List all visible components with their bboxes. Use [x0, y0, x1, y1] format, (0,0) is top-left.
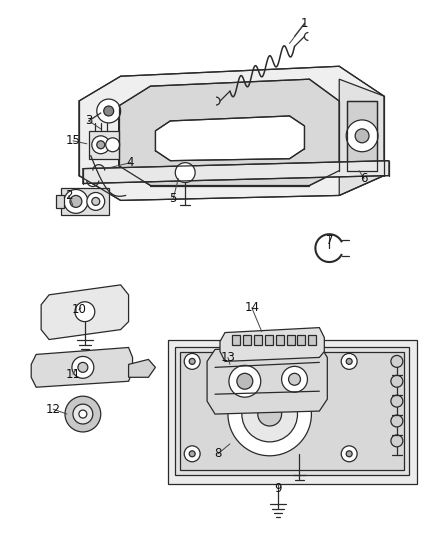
Text: 5: 5 — [170, 192, 177, 205]
Polygon shape — [31, 348, 133, 387]
Polygon shape — [79, 66, 384, 200]
Circle shape — [258, 402, 282, 426]
Circle shape — [346, 120, 378, 152]
Circle shape — [92, 197, 100, 205]
Circle shape — [242, 386, 297, 442]
Circle shape — [391, 356, 403, 367]
Polygon shape — [155, 116, 304, 160]
Circle shape — [237, 373, 253, 389]
Circle shape — [65, 396, 101, 432]
Circle shape — [97, 99, 120, 123]
Text: 10: 10 — [71, 303, 86, 316]
Polygon shape — [61, 189, 109, 215]
Circle shape — [97, 141, 105, 149]
Bar — [254, 335, 262, 344]
Bar — [265, 335, 273, 344]
Circle shape — [341, 353, 357, 369]
Text: 1: 1 — [301, 17, 308, 30]
Bar — [180, 352, 404, 470]
Circle shape — [391, 375, 403, 387]
Text: 13: 13 — [220, 351, 235, 364]
Polygon shape — [56, 196, 64, 208]
Circle shape — [70, 196, 82, 207]
Bar — [286, 335, 294, 344]
Circle shape — [391, 395, 403, 407]
Circle shape — [184, 446, 200, 462]
Bar — [175, 348, 409, 475]
Circle shape — [189, 358, 195, 365]
Circle shape — [72, 357, 94, 378]
Polygon shape — [89, 131, 119, 159]
Polygon shape — [41, 285, 129, 340]
Text: 2: 2 — [65, 189, 73, 202]
Circle shape — [289, 373, 300, 385]
Text: 11: 11 — [65, 368, 81, 381]
Polygon shape — [207, 344, 327, 414]
Bar — [168, 340, 417, 483]
Circle shape — [87, 192, 105, 211]
Text: 7: 7 — [325, 233, 333, 247]
Circle shape — [282, 366, 307, 392]
Polygon shape — [220, 328, 324, 361]
Circle shape — [64, 190, 88, 213]
Text: 6: 6 — [360, 172, 368, 185]
Circle shape — [106, 138, 120, 152]
Circle shape — [78, 362, 88, 373]
Circle shape — [391, 415, 403, 427]
Text: 9: 9 — [274, 482, 281, 495]
Circle shape — [341, 446, 357, 462]
Circle shape — [346, 451, 352, 457]
Bar — [232, 335, 240, 344]
Circle shape — [104, 106, 114, 116]
Text: 15: 15 — [66, 134, 80, 147]
Circle shape — [346, 358, 352, 365]
Polygon shape — [347, 101, 377, 171]
Polygon shape — [129, 359, 155, 377]
Circle shape — [228, 373, 311, 456]
Circle shape — [189, 451, 195, 457]
Polygon shape — [119, 79, 339, 185]
Circle shape — [79, 410, 87, 418]
Bar — [243, 335, 251, 344]
Circle shape — [184, 353, 200, 369]
Bar — [308, 335, 316, 344]
Circle shape — [92, 136, 110, 154]
Circle shape — [229, 365, 261, 397]
Circle shape — [391, 435, 403, 447]
Text: 8: 8 — [214, 447, 222, 461]
Text: 12: 12 — [46, 402, 60, 416]
Bar — [276, 335, 283, 344]
Text: 14: 14 — [244, 301, 259, 314]
Text: 3: 3 — [85, 115, 92, 127]
Circle shape — [175, 163, 195, 182]
Polygon shape — [83, 160, 389, 183]
Polygon shape — [339, 79, 384, 196]
Circle shape — [73, 404, 93, 424]
Bar — [297, 335, 305, 344]
Circle shape — [355, 129, 369, 143]
Circle shape — [75, 302, 95, 321]
Text: 4: 4 — [127, 156, 134, 169]
